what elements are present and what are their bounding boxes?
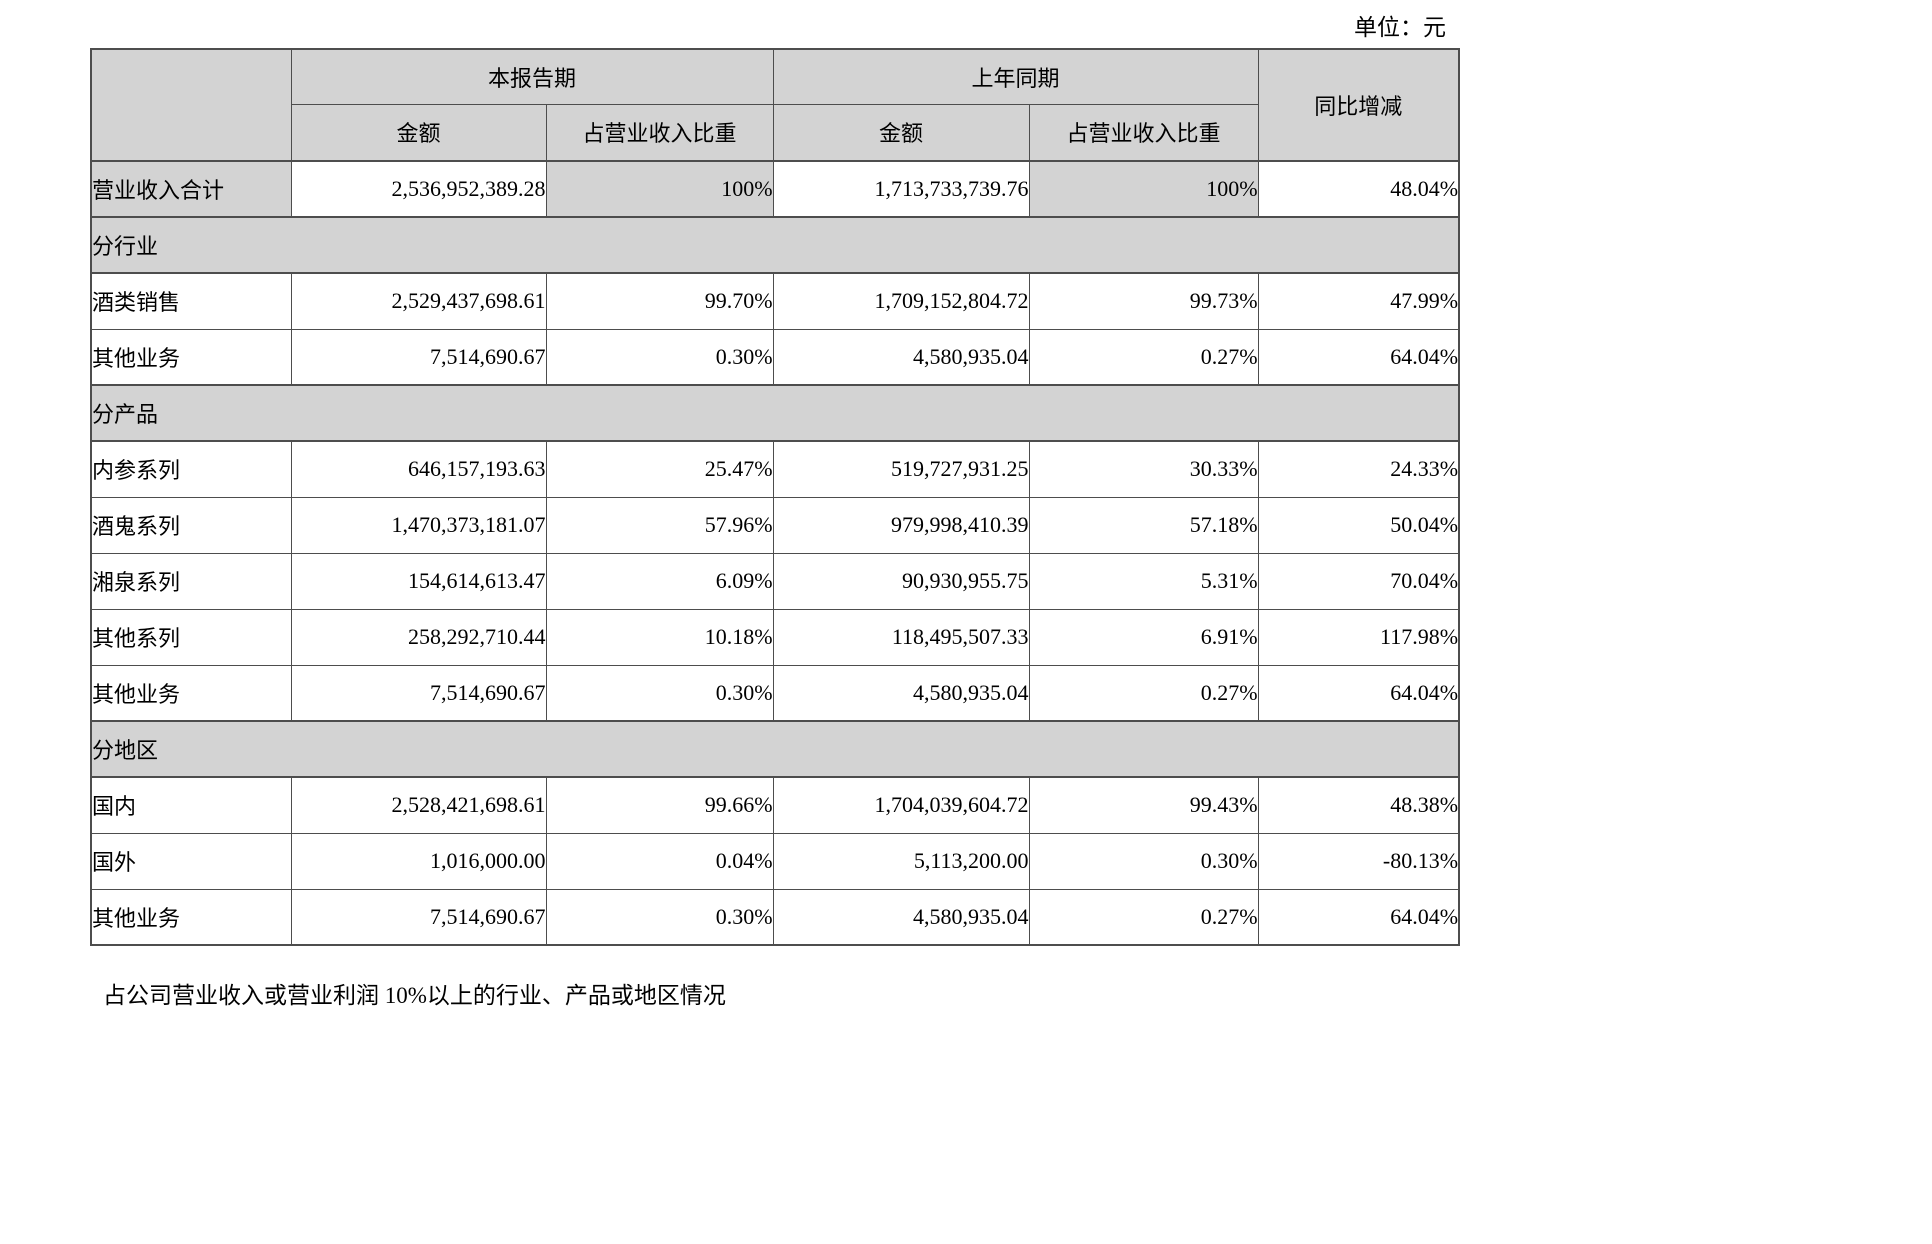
header-prior-period: 上年同期	[772, 48, 1259, 105]
row-label: 其他业务	[90, 664, 292, 722]
row-other-business-region: 其他业务 7,514,690.67 0.30% 4,580,935.04 0.2…	[90, 888, 1460, 946]
cell-current-ratio: 0.04%	[545, 832, 774, 890]
cell-yoy-change: 70.04%	[1257, 552, 1460, 610]
cell-prior-ratio: 30.33%	[1028, 440, 1259, 498]
cell-current-ratio: 10.18%	[545, 608, 774, 666]
row-total-revenue: 营业收入合计 2,536,952,389.28 100% 1,713,733,7…	[90, 160, 1460, 218]
cell-current-amount: 2,528,421,698.61	[290, 776, 547, 834]
cell-prior-ratio: 0.30%	[1028, 832, 1259, 890]
cell-yoy-change: -80.13%	[1257, 832, 1460, 890]
cell-yoy-change: 48.38%	[1257, 776, 1460, 834]
header-yoy-change: 同比增减	[1257, 48, 1460, 162]
cell-yoy-change: 24.33%	[1257, 440, 1460, 498]
cell-yoy-change: 47.99%	[1257, 272, 1460, 330]
unit-label: 单位：元	[1354, 15, 1446, 40]
revenue-breakdown-table: 本报告期 上年同期 同比增减 金额 占营业收入比重 金额 占营业收入比重 营业收…	[90, 48, 1461, 946]
cell-prior-amount: 5,113,200.00	[772, 832, 1030, 890]
cell-prior-ratio: 0.27%	[1028, 328, 1259, 386]
cell-prior-amount: 90,930,955.75	[772, 552, 1030, 610]
row-label: 内参系列	[90, 440, 292, 498]
cell-current-amount: 7,514,690.67	[290, 664, 547, 722]
row-liquor-sales: 酒类销售 2,529,437,698.61 99.70% 1,709,152,8…	[90, 272, 1460, 330]
cell-current-ratio: 0.30%	[545, 888, 774, 946]
cell-prior-ratio: 99.73%	[1028, 272, 1259, 330]
cell-prior-amount: 4,580,935.04	[772, 888, 1030, 946]
row-label: 湘泉系列	[90, 552, 292, 610]
cell-current-amount: 258,292,710.44	[290, 608, 547, 666]
cell-prior-ratio: 57.18%	[1028, 496, 1259, 554]
row-label: 其他系列	[90, 608, 292, 666]
cell-current-amount: 154,614,613.47	[290, 552, 547, 610]
cell-current-amount: 2,529,437,698.61	[290, 272, 547, 330]
cell-prior-amount: 1,713,733,739.76	[772, 160, 1030, 218]
section-by-industry: 分行业	[90, 216, 1460, 274]
row-jiugui-series: 酒鬼系列 1,470,373,181.07 57.96% 979,998,410…	[90, 496, 1460, 554]
cell-yoy-change: 50.04%	[1257, 496, 1460, 554]
row-label: 酒鬼系列	[90, 496, 292, 554]
cell-current-amount: 2,536,952,389.28	[290, 160, 547, 218]
cell-prior-ratio: 100%	[1028, 160, 1259, 218]
cell-prior-amount: 1,709,152,804.72	[772, 272, 1030, 330]
cell-current-ratio: 100%	[545, 160, 774, 218]
cell-prior-amount: 4,580,935.04	[772, 664, 1030, 722]
row-label: 酒类销售	[90, 272, 292, 330]
cell-current-ratio: 57.96%	[545, 496, 774, 554]
header-current-ratio: 占营业收入比重	[545, 103, 774, 162]
cell-current-ratio: 99.70%	[545, 272, 774, 330]
header-row-periods: 本报告期 上年同期 同比增减	[90, 48, 1460, 162]
row-label: 其他业务	[90, 888, 292, 946]
cell-prior-amount: 979,998,410.39	[772, 496, 1030, 554]
cell-prior-amount: 118,495,507.33	[772, 608, 1030, 666]
header-current-period: 本报告期	[290, 48, 774, 105]
row-xiangquan-series: 湘泉系列 154,614,613.47 6.09% 90,930,955.75 …	[90, 552, 1460, 610]
report-page: 单位：元 本报告期 上年同期 同比增减 金额 占营业收入比重 金额 占营业收入比…	[90, 0, 1461, 1010]
cell-current-amount: 7,514,690.67	[290, 328, 547, 386]
section-label: 分行业	[90, 216, 1460, 274]
cell-yoy-change: 64.04%	[1257, 664, 1460, 722]
cell-current-ratio: 0.30%	[545, 328, 774, 386]
row-other-business-product: 其他业务 7,514,690.67 0.30% 4,580,935.04 0.2…	[90, 664, 1460, 722]
cell-yoy-change: 64.04%	[1257, 888, 1460, 946]
header-row-subcolumns: 金额 占营业收入比重 金额 占营业收入比重	[91, 103, 1459, 162]
header-prior-amount: 金额	[772, 103, 1030, 162]
cell-current-amount: 7,514,690.67	[290, 888, 547, 946]
cell-prior-amount: 4,580,935.04	[772, 328, 1030, 386]
cell-prior-ratio: 0.27%	[1028, 664, 1259, 722]
section-by-product: 分产品	[90, 384, 1460, 442]
header-prior-ratio: 占营业收入比重	[1028, 103, 1259, 162]
cell-current-amount: 646,157,193.63	[290, 440, 547, 498]
row-label: 其他业务	[90, 328, 292, 386]
section-label: 分地区	[90, 720, 1460, 778]
section-label: 分产品	[90, 384, 1460, 442]
row-neican-series: 内参系列 646,157,193.63 25.47% 519,727,931.2…	[90, 440, 1460, 498]
cell-current-amount: 1,470,373,181.07	[290, 496, 547, 554]
row-foreign: 国外 1,016,000.00 0.04% 5,113,200.00 0.30%…	[90, 832, 1460, 890]
cell-yoy-change: 48.04%	[1257, 160, 1460, 218]
cell-prior-amount: 1,704,039,604.72	[772, 776, 1030, 834]
row-label: 国内	[90, 776, 292, 834]
row-domestic: 国内 2,528,421,698.61 99.66% 1,704,039,604…	[90, 776, 1460, 834]
header-empty-cell	[90, 48, 292, 162]
row-other-business-industry: 其他业务 7,514,690.67 0.30% 4,580,935.04 0.2…	[90, 328, 1460, 386]
cell-current-ratio: 0.30%	[545, 664, 774, 722]
cell-prior-ratio: 5.31%	[1028, 552, 1259, 610]
row-label: 营业收入合计	[90, 160, 292, 218]
section-by-region: 分地区	[90, 720, 1460, 778]
cell-current-ratio: 99.66%	[545, 776, 774, 834]
cell-prior-ratio: 99.43%	[1028, 776, 1259, 834]
cell-yoy-change: 64.04%	[1257, 328, 1460, 386]
cell-current-ratio: 25.47%	[545, 440, 774, 498]
cell-prior-ratio: 0.27%	[1028, 888, 1259, 946]
header-current-amount: 金额	[290, 103, 547, 162]
cell-prior-ratio: 6.91%	[1028, 608, 1259, 666]
footer-note: 占公司营业收入或营业利润 10%以上的行业、产品或地区情况	[103, 983, 726, 1008]
cell-current-amount: 1,016,000.00	[290, 832, 547, 890]
cell-yoy-change: 117.98%	[1257, 608, 1460, 666]
row-other-series: 其他系列 258,292,710.44 10.18% 118,495,507.3…	[90, 608, 1460, 666]
cell-current-ratio: 6.09%	[545, 552, 774, 610]
cell-prior-amount: 519,727,931.25	[772, 440, 1030, 498]
row-label: 国外	[90, 832, 292, 890]
